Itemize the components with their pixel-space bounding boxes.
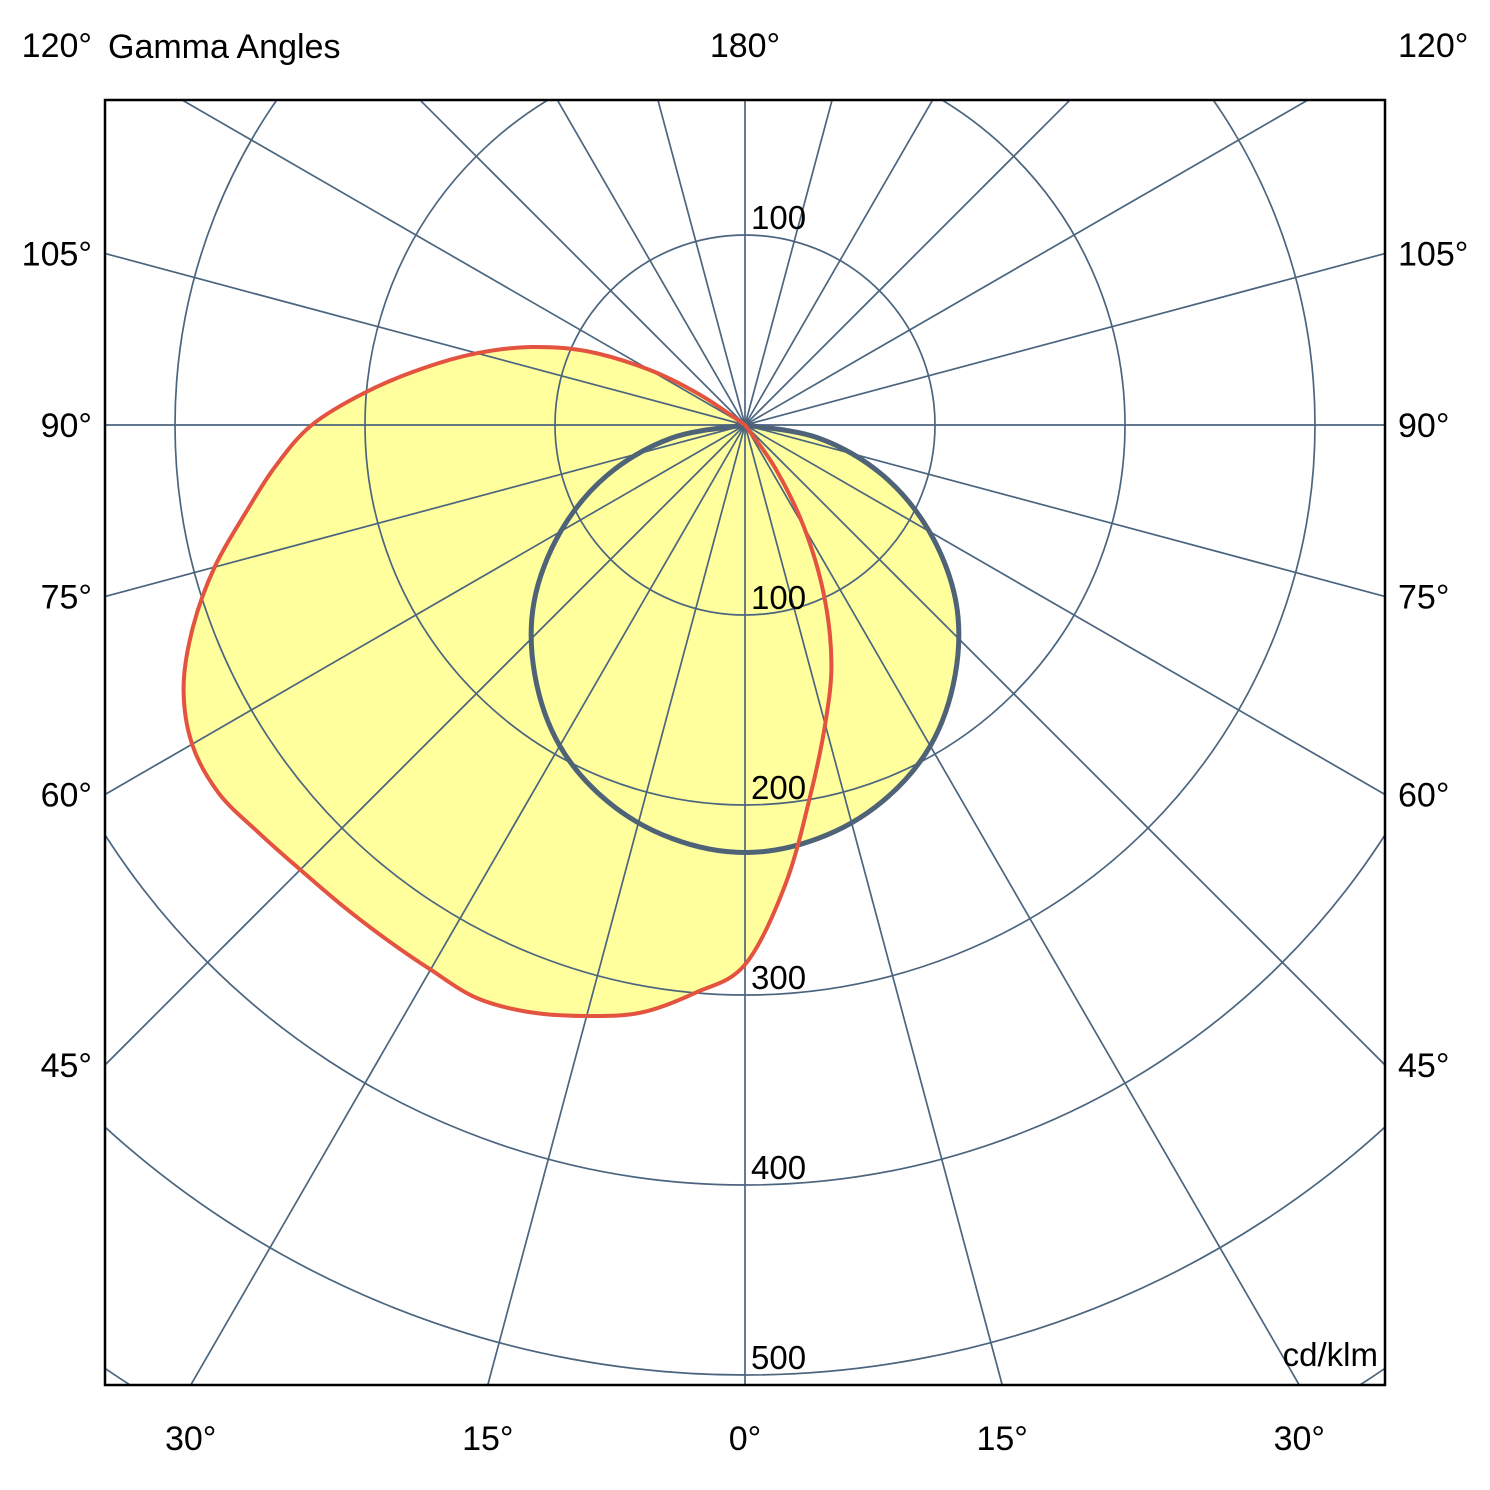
gamma-label-bottom-1: 15° xyxy=(462,1420,513,1458)
gamma-label-top-180: 180° xyxy=(710,27,780,65)
grid-ray-210 xyxy=(556,100,746,426)
ring-label-200-below: 200 xyxy=(751,769,806,806)
grid-ray-120 xyxy=(744,100,1310,426)
gamma-label-left-105: 105° xyxy=(22,236,92,274)
gamma-label-left-60: 60° xyxy=(41,777,92,815)
gamma-label-left-45: 45° xyxy=(41,1047,92,1085)
gamma-label-right-90: 90° xyxy=(1398,407,1449,445)
grid-ray-45 xyxy=(744,424,1385,1067)
grid-ray-285 xyxy=(105,424,746,598)
gamma-label-right-60: 60° xyxy=(1398,777,1449,815)
gamma-label-left-90: 90° xyxy=(41,407,92,445)
gamma-label-right-45: 45° xyxy=(1398,1047,1449,1085)
intensity-curves xyxy=(181,344,962,1019)
ring-label-400-below: 400 xyxy=(751,1149,806,1186)
grid-ray-165 xyxy=(744,100,833,426)
grid-ray-240 xyxy=(180,100,746,426)
grid-ray-330 xyxy=(189,424,746,1385)
grid-ray-225 xyxy=(418,100,746,426)
unit-label: cd/klm xyxy=(1282,1336,1378,1373)
chart-frame xyxy=(103,98,1387,1387)
chart-title: Gamma Angles xyxy=(108,28,341,66)
grid-ray-75 xyxy=(744,424,1385,598)
grid-ray-345 xyxy=(486,424,746,1385)
red-curve xyxy=(181,344,834,1019)
gamma-label-left-120: 120° xyxy=(22,27,92,65)
ring-label-300-below: 300 xyxy=(751,959,806,996)
gamma-label-right-75: 75° xyxy=(1398,579,1449,617)
grid-ray-195 xyxy=(657,100,746,426)
axis-labels: 100 100 200 300 400 500 180° 120° 105° 90° 75° 60° 4… xyxy=(22,27,1469,1458)
grid-ray-30 xyxy=(744,424,1301,1385)
blue-curve xyxy=(528,422,962,855)
ring-label-100-above: 100 xyxy=(751,199,806,236)
gamma-label-right-120: 120° xyxy=(1398,27,1468,65)
grid-ray-105 xyxy=(744,252,1385,426)
grid-ray-255 xyxy=(105,252,746,426)
gamma-label-bottom-3: 15° xyxy=(976,1420,1027,1458)
gamma-label-right-105: 105° xyxy=(1398,236,1468,274)
ring-label-500-below: 500 xyxy=(751,1339,806,1376)
gamma-label-bottom-0: 30° xyxy=(165,1420,216,1458)
gamma-label-bottom-2: 0° xyxy=(729,1420,762,1458)
grid-ray-300 xyxy=(105,424,746,796)
grid-ray-135 xyxy=(744,100,1072,426)
gamma-label-bottom-4: 30° xyxy=(1274,1420,1325,1458)
grid-ray-150 xyxy=(744,100,934,426)
gamma-label-left-75: 75° xyxy=(41,579,92,617)
ring-label-100-below: 100 xyxy=(751,579,806,616)
grid-ray-15 xyxy=(744,424,1004,1385)
grid-ray-315 xyxy=(105,424,746,1067)
grid-ray-60 xyxy=(744,424,1385,796)
